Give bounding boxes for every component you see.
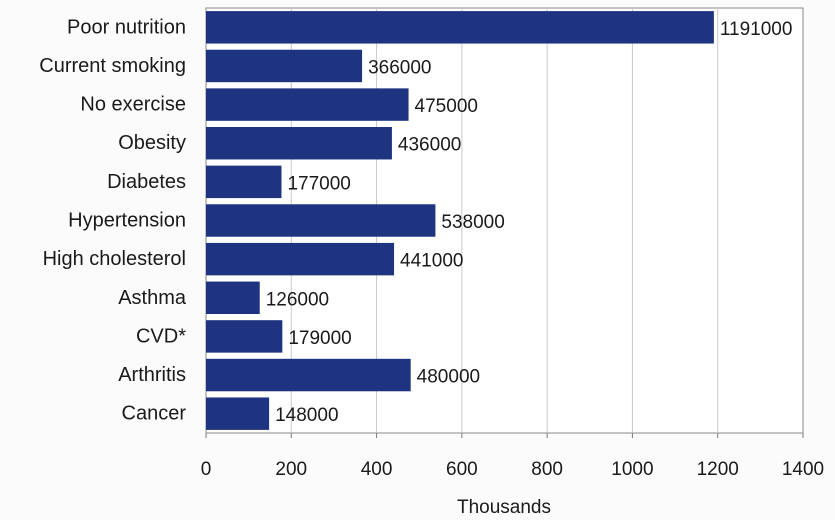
value-label: 441000: [400, 251, 463, 272]
x-tick-label: 0: [201, 459, 212, 480]
category-label: High cholesterol: [43, 248, 186, 270]
x-tick-label: 200: [275, 459, 307, 480]
bar: [206, 165, 282, 199]
bars: [206, 11, 714, 430]
value-label: 179000: [288, 328, 351, 349]
x-tick-labels: 0 200 400 600 800 1000 1200 1400: [201, 433, 824, 480]
x-axis-title: Thousands: [457, 497, 551, 518]
category-label: Arthritis: [118, 364, 186, 386]
category-label: Asthma: [118, 287, 187, 309]
category-labels: Poor nutrition Current smoking No exercise…: [39, 16, 187, 424]
category-label: CVD*: [136, 325, 186, 347]
value-label: 538000: [441, 212, 504, 233]
bar: [206, 127, 392, 160]
value-labels: 1191000 366000 475000 436000 177000 538000 441…: [266, 19, 793, 426]
bar: [206, 49, 363, 83]
bar: [206, 88, 409, 121]
bar: [206, 281, 260, 314]
category-label: No exercise: [80, 94, 186, 116]
value-label: 148000: [275, 405, 338, 426]
value-label: 480000: [417, 367, 480, 388]
bar: [206, 11, 714, 44]
value-label: 177000: [287, 173, 350, 194]
bar: [206, 204, 436, 237]
x-tick-label: 1400: [782, 459, 824, 480]
value-label: 436000: [398, 135, 461, 156]
category-label: Current smoking: [39, 55, 186, 77]
category-label: Cancer: [122, 403, 187, 425]
value-label: 366000: [368, 57, 431, 78]
value-label: 475000: [415, 96, 478, 117]
x-tick-label: 600: [446, 459, 478, 480]
x-tick-label: 1200: [697, 459, 739, 480]
x-tick-label: 1000: [611, 459, 653, 480]
x-tick-label: 800: [531, 459, 563, 480]
value-label: 126000: [266, 289, 329, 310]
bar: [206, 397, 270, 430]
x-tick-label: 400: [361, 459, 393, 480]
value-label: 1191000: [720, 19, 793, 40]
category-label: Diabetes: [107, 171, 186, 193]
bar: [206, 242, 395, 276]
category-label: Poor nutrition: [67, 16, 186, 38]
category-label: Obesity: [118, 132, 186, 154]
bar: [206, 320, 283, 353]
bar: [206, 358, 411, 392]
category-label: Hypertension: [68, 210, 186, 232]
